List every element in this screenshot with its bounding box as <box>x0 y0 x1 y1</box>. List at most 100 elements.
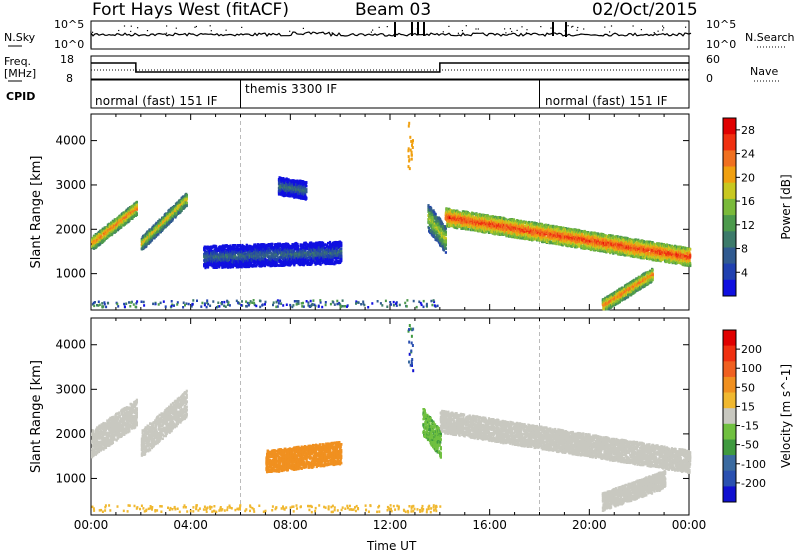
scatter-cell <box>204 245 207 249</box>
nsearch-point <box>564 30 566 32</box>
nsearch-point <box>632 25 634 27</box>
scatter-cell <box>122 211 125 214</box>
scatter-cell <box>175 213 178 216</box>
scatter-cell <box>268 252 271 255</box>
scatter-cell <box>122 212 125 216</box>
scatter-cell <box>444 239 447 242</box>
scatter-cell <box>287 244 290 247</box>
scatter-cell <box>210 255 213 258</box>
scatter-cell <box>212 252 215 256</box>
scatter-cell <box>275 263 278 266</box>
nsearch-point <box>525 32 527 34</box>
nsearch-point <box>378 26 380 28</box>
scatter-cell <box>135 200 138 204</box>
panel-frame <box>90 113 690 311</box>
scatter-cell <box>149 239 152 243</box>
scatter-cell <box>183 205 186 209</box>
scatter-cell <box>305 188 308 191</box>
scatter-cell <box>99 242 102 246</box>
nsearch-point <box>194 26 196 28</box>
nsearch-point <box>567 25 569 27</box>
scatter-cell <box>179 210 182 214</box>
scatter-cell <box>108 234 111 237</box>
scatter-cell <box>115 221 118 224</box>
scatter-cell <box>115 229 118 233</box>
scatter-cell <box>125 221 128 225</box>
scatter-cell <box>203 253 206 256</box>
scatter-cell <box>210 263 213 267</box>
scatter-cell <box>97 230 101 234</box>
scatter-cell <box>305 197 308 200</box>
scatter-cell <box>427 204 430 207</box>
nsearch-point <box>461 30 463 32</box>
scatter-cell <box>98 240 101 244</box>
scatter-cell <box>94 241 97 245</box>
scatter-cell <box>340 252 343 255</box>
scatter-cell <box>135 203 138 207</box>
scatter-cell <box>185 193 188 197</box>
nsearch-point <box>331 32 333 34</box>
scatter-cell <box>171 211 174 214</box>
scatter-cell <box>248 264 251 267</box>
nsearch-point <box>609 31 611 33</box>
nsearch-point <box>386 26 388 28</box>
scatter-cell <box>215 248 218 251</box>
nsearch-point <box>571 26 573 28</box>
scatter-cell <box>210 249 213 252</box>
scatter-cell <box>430 207 433 211</box>
nsearch-point <box>540 26 542 28</box>
nsearch-point <box>166 25 168 27</box>
y-tick-label: 4000 <box>55 134 86 148</box>
scatter-cell <box>105 235 108 238</box>
scatter-cell <box>120 220 123 223</box>
scatter-cell <box>340 255 343 258</box>
nsky-trace <box>90 31 692 48</box>
nsearch-point <box>475 28 477 30</box>
scatter-cell <box>156 232 159 235</box>
scatter-cell <box>211 245 214 248</box>
scatter-cell <box>146 242 149 245</box>
scatter-cell <box>452 209 456 212</box>
scatter-cell <box>110 223 113 226</box>
nsearch-point <box>662 29 664 31</box>
noise-panel <box>8 20 785 50</box>
nsearch-point <box>302 27 304 29</box>
scatter-cell <box>128 219 131 222</box>
nsearch-point <box>583 28 585 30</box>
scatter-cell <box>444 243 447 247</box>
nsearch-point <box>137 27 139 29</box>
nsearch-point <box>521 26 523 28</box>
scatter-cell <box>130 211 133 215</box>
nsearch-point <box>604 26 606 28</box>
nsearch-point <box>477 28 479 30</box>
scatter-cell <box>216 249 219 253</box>
cpid-frame <box>90 79 690 109</box>
nsearch-point <box>685 26 687 28</box>
scatter-cell <box>215 245 218 248</box>
frequency-panel <box>8 55 780 82</box>
nsearch-point <box>576 29 578 31</box>
scatter-cell <box>106 226 109 230</box>
scatter-cell <box>204 266 207 270</box>
scatter-cell <box>108 222 111 226</box>
scatter-cell <box>120 217 123 221</box>
scatter-cell <box>171 217 174 221</box>
scatter-cell <box>431 213 434 217</box>
freq-trace <box>91 62 689 73</box>
y-tick-label: 3000 <box>55 178 86 192</box>
scatter-cell <box>290 262 293 266</box>
scatter-cell <box>319 263 322 266</box>
nsearch-point <box>516 29 518 31</box>
nsearch-point <box>457 32 459 34</box>
scatter-cell <box>444 230 447 234</box>
scatter-cell <box>106 236 109 240</box>
scatter-cell <box>268 255 271 258</box>
scatter-cell <box>185 204 188 207</box>
scatter-cell <box>206 265 210 269</box>
scatter-cell <box>249 244 252 248</box>
scatter-cell <box>152 224 155 227</box>
nsearch-point <box>165 32 168 34</box>
y-tick-label: 1000 <box>55 267 86 281</box>
nsearch-point <box>657 30 659 32</box>
